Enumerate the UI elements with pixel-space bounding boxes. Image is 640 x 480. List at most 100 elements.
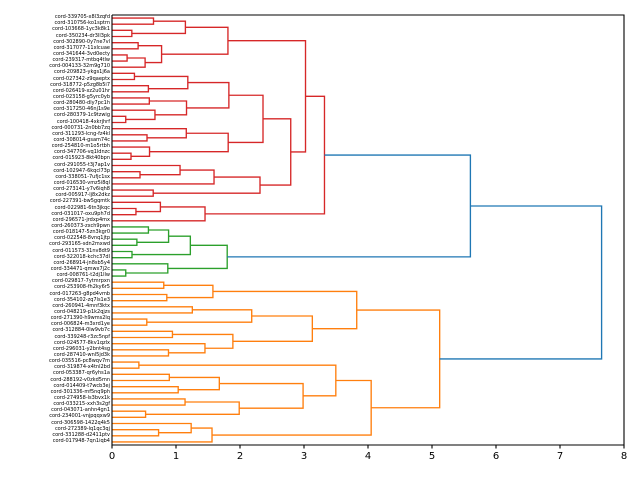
leaf-label: cord-043071-anhn4gn1 bbox=[51, 407, 110, 414]
dendrogram-link bbox=[112, 342, 206, 354]
dendrogram-link bbox=[149, 132, 229, 153]
dendrogram-link bbox=[145, 401, 240, 415]
leaf-label: cord-260941-4mnf3ktx bbox=[52, 302, 110, 309]
leaf-label: cord-033215-xxh3s2gf bbox=[53, 401, 110, 408]
leaf-label: cord-271390-h9wms2lq bbox=[50, 315, 110, 322]
leaf-label: cord-048219-p1k2qjzs bbox=[54, 308, 110, 315]
dendrogram-link bbox=[112, 361, 140, 369]
dendrogram-link bbox=[112, 41, 139, 50]
x-tick-label: 6 bbox=[492, 451, 500, 462]
dendrogram-link bbox=[112, 398, 186, 406]
dendrogram-link bbox=[112, 57, 146, 68]
x-tick-label: 4 bbox=[364, 451, 372, 462]
leaf-label: cord-293165-sdn2mxwd bbox=[49, 241, 110, 248]
dendrogram-link bbox=[260, 118, 292, 186]
leaf-label: cord-311293-lcng-fz4kl bbox=[52, 130, 110, 137]
leaf-label: cord-014409-t7wcb3ej bbox=[53, 382, 110, 389]
dendrogram-link bbox=[112, 373, 170, 382]
leaf-label: cord-031017-oxu9ph7d bbox=[51, 210, 110, 217]
x-tick-label: 2 bbox=[236, 451, 244, 462]
leaf-label: cord-268914-jn8sb5y4 bbox=[53, 259, 110, 266]
leaf-label: cord-026419-xz2u01hr bbox=[52, 87, 110, 94]
dendrogram-link bbox=[112, 109, 156, 121]
dendrogram-link bbox=[112, 169, 215, 185]
leaf-label: cord-318772-p5zg8b5i7 bbox=[50, 81, 110, 88]
leaf-label: cord-253908-fh2ky6r5 bbox=[54, 284, 110, 291]
leaf-label: cord-301336-mf5nq9ph bbox=[50, 388, 110, 395]
dendrogram-link bbox=[112, 97, 150, 105]
dendrogram-link bbox=[227, 154, 472, 258]
leaf-label: cord-331288-d2411ptv bbox=[52, 431, 110, 438]
leaf-label: cord-280379-1c9tzwig bbox=[54, 112, 110, 119]
leaf-label: cord-016530-vmz5i8ql bbox=[53, 179, 110, 186]
leaf-label: cord-100418-4xkrjhrf bbox=[56, 118, 110, 125]
dendrogram-link bbox=[112, 318, 148, 326]
dendrogram-link bbox=[112, 330, 174, 339]
leaf-label: cord-102947-6kqcl73p bbox=[53, 167, 110, 174]
dendrogram-link bbox=[356, 309, 441, 409]
leaf-label: cord-288192-v0zkd5mn bbox=[50, 376, 110, 383]
dendrogram-link bbox=[112, 422, 192, 434]
dendrogram-link bbox=[112, 207, 137, 216]
dendrogram-link bbox=[172, 333, 234, 349]
dendrogram-link bbox=[112, 263, 169, 274]
dendrogram-link bbox=[112, 238, 138, 247]
x-tick-label: 1 bbox=[172, 451, 180, 462]
leaf-label: cord-296571-jrdxp4mx bbox=[52, 216, 110, 223]
leaf-label: cord-022981-6tn3jkqc bbox=[54, 204, 110, 211]
dendrogram-link bbox=[112, 84, 150, 93]
dendrogram-link bbox=[219, 382, 304, 409]
leaf-label: cord-015923-8kt40bpn bbox=[52, 155, 110, 162]
dendrogram-link bbox=[112, 410, 147, 419]
dendrogram-link bbox=[112, 189, 154, 197]
dendrogram-link bbox=[112, 293, 168, 302]
leaf-label: cord-354102-zq7ls1e3 bbox=[53, 296, 110, 303]
leaf-label: cord-341644-3vd0ecty bbox=[53, 50, 110, 57]
leaf-label: cord-027342-z9qaeptx bbox=[53, 75, 110, 82]
dendrogram-link bbox=[112, 164, 181, 176]
leaf-label: cord-024577-8kv1qzlx bbox=[53, 339, 110, 346]
leaf-label: cord-296031-y2bnt4sg bbox=[53, 345, 110, 352]
leaf-label: cord-011573-31nv8dt9 bbox=[52, 247, 110, 254]
dendrogram-link bbox=[131, 20, 187, 35]
x-tick-label: 7 bbox=[556, 451, 564, 462]
leaf-label: cord-317250-46nj1s9e bbox=[53, 106, 110, 113]
leaf-label: cord-234001-vnjpqqxw9 bbox=[49, 413, 110, 420]
leaf-label: cord-022548-8vnq1jtp bbox=[54, 235, 110, 242]
dendrogram-link bbox=[153, 176, 261, 194]
leaf-label: cord-018147-5zn3kgr0 bbox=[52, 229, 110, 236]
leaf-label: cord-334471-qmwx7j2c bbox=[50, 265, 110, 272]
leaf-label: cord-273141-y7v6iqh8 bbox=[53, 186, 110, 193]
dendrogram-link bbox=[439, 205, 603, 360]
dendrogram-link bbox=[163, 284, 214, 299]
dendrogram-link bbox=[186, 81, 230, 109]
leaf-label: cord-272389-lq1qc3qj bbox=[54, 425, 110, 432]
dendrogram-link bbox=[112, 54, 128, 62]
leaf-label: cord-254810-m1o5rtbh bbox=[51, 143, 110, 150]
dendrogram-link bbox=[112, 349, 170, 357]
leaf-label: cord-308014-gsam74c bbox=[53, 136, 110, 143]
dendrogram-link bbox=[112, 281, 165, 290]
leaf-label: cord-017263-g8pd4vmb bbox=[49, 290, 110, 297]
x-axis-ticks bbox=[111, 445, 625, 449]
leaf-label: cord-339248-r3zc5npf bbox=[54, 333, 110, 340]
dendrogram-links bbox=[112, 17, 603, 443]
dendrogram-link bbox=[112, 17, 155, 25]
leaf-label: cord-006824-m3xrd1ye bbox=[50, 321, 110, 328]
dendrogram-link bbox=[112, 170, 141, 179]
leaf-label: cord-350234-dr3ll3pk bbox=[55, 32, 110, 39]
dendrogram-link bbox=[112, 269, 127, 277]
dendrogram-link bbox=[232, 315, 314, 343]
x-tick-label: 5 bbox=[428, 451, 436, 462]
leaf-label: cord-053387-qr6yhs1a bbox=[52, 370, 110, 377]
leaf-label: cord-306598-1422q4k5 bbox=[51, 419, 110, 426]
leaf-label: cord-338051-7ufjc1sx bbox=[55, 173, 110, 180]
leaf-label: cord-260373-zxch9pwn bbox=[51, 222, 110, 229]
dendrogram-link bbox=[112, 306, 194, 314]
leaf-label: cord-035516-pc8wqv7m bbox=[48, 358, 110, 365]
dendrogram-link bbox=[112, 29, 133, 38]
leaf-label: cord-302890-0y7ne7vl bbox=[53, 38, 110, 45]
dendrogram-link bbox=[112, 385, 179, 394]
